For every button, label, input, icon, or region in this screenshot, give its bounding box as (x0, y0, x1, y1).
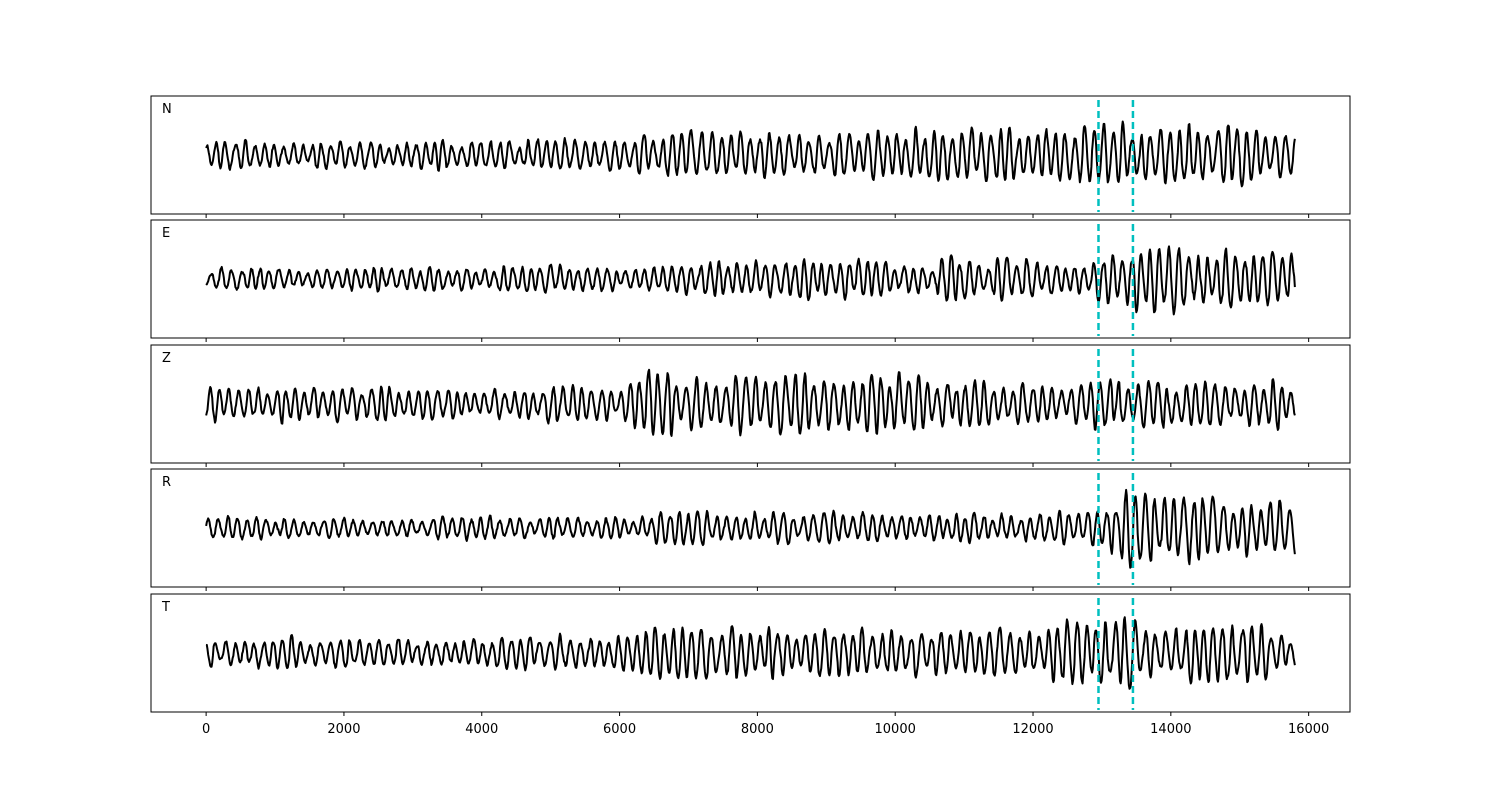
panel-label-t: T (161, 600, 170, 615)
panel-label-e: E (162, 226, 170, 241)
trace-panel-z: Z (150, 344, 1351, 467)
x-tick-label: 12000 (1012, 722, 1053, 737)
trace-panel-n: N (150, 95, 1351, 218)
trace-panels: N E Z R T (150, 95, 1351, 716)
waveform-trace (205, 120, 1296, 188)
x-tick-label: 6000 (603, 722, 636, 737)
waveform-trace (205, 245, 1296, 316)
panel-label-z: Z (162, 351, 171, 366)
panel-label-n: N (162, 102, 172, 117)
x-tick-label: 16000 (1288, 722, 1329, 737)
x-tick-label: 4000 (465, 722, 498, 737)
panel-frame (150, 593, 1351, 713)
panel-frame (150, 219, 1351, 339)
panel-frame (150, 468, 1351, 588)
waveform-trace (205, 616, 1296, 690)
panel-label-r: R (162, 475, 171, 490)
panel-frame (150, 95, 1351, 215)
trace-panel-t: T (150, 593, 1351, 716)
x-tick-label: 10000 (875, 722, 916, 737)
x-axis: 0 2000 4000 6000 8000 10000 12000 14000 16000 (202, 722, 1329, 737)
trace-panel-r: R (150, 468, 1351, 591)
x-tick-label: 8000 (741, 722, 774, 737)
waveform-trace (205, 368, 1296, 437)
x-tick-label: 0 (202, 722, 210, 737)
panel-frame (150, 344, 1351, 464)
x-tick-label: 2000 (327, 722, 360, 737)
x-tick-label: 14000 (1150, 722, 1191, 737)
waveform-trace (205, 488, 1296, 569)
trace-panel-e: E (150, 219, 1351, 342)
